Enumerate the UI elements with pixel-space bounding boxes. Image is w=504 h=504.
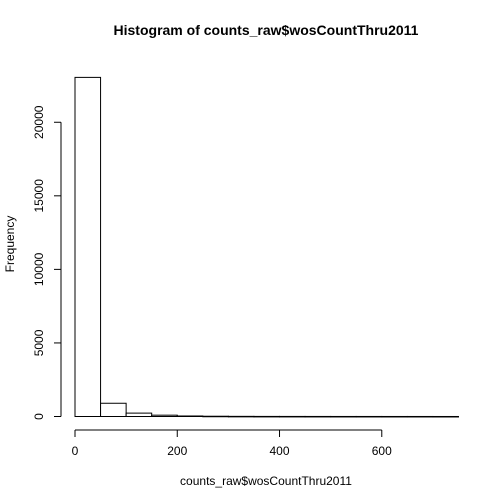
histogram-bar-6: [227, 415, 255, 418]
x-axis-label: counts_raw$wosCountThru2011: [180, 474, 352, 488]
histogram-bar-4: [176, 415, 204, 417]
histogram-bar-1: [100, 402, 127, 417]
histogram-bars: [74, 76, 459, 418]
y-tick-label: 0: [32, 413, 46, 420]
y-tick-label: 20000: [32, 105, 46, 139]
chart-title: Histogram of counts_raw$wosCountThru2011: [114, 22, 419, 38]
y-tick-label: 5000: [32, 329, 46, 356]
x-axis: 0 200 400 600: [72, 429, 392, 458]
histogram-bar-11: [355, 415, 383, 418]
x-tick-label: 400: [270, 444, 290, 458]
histogram-bar-5: [202, 415, 229, 418]
histogram-bar-8: [279, 415, 306, 418]
y-axis: 0 5000 10000 15000 20000: [32, 105, 62, 420]
histogram-bar-0: [74, 76, 102, 417]
histogram-bar-9: [304, 415, 332, 418]
x-tick-label: 200: [167, 444, 187, 458]
y-tick-label: 10000: [32, 252, 46, 286]
histogram-bar-13: [406, 415, 434, 418]
histogram-bar-10: [330, 415, 357, 418]
histogram-bar-3: [151, 414, 178, 418]
x-tick-label: 0: [72, 444, 79, 458]
histogram-bar-14: [432, 415, 459, 418]
y-tick-label: 15000: [32, 179, 46, 213]
histogram-bar-12: [381, 415, 408, 418]
histogram-bar-2: [125, 412, 153, 418]
x-tick-label: 600: [372, 444, 392, 458]
histogram-bar-7: [253, 415, 281, 418]
y-axis-label: Frequency: [3, 216, 17, 273]
